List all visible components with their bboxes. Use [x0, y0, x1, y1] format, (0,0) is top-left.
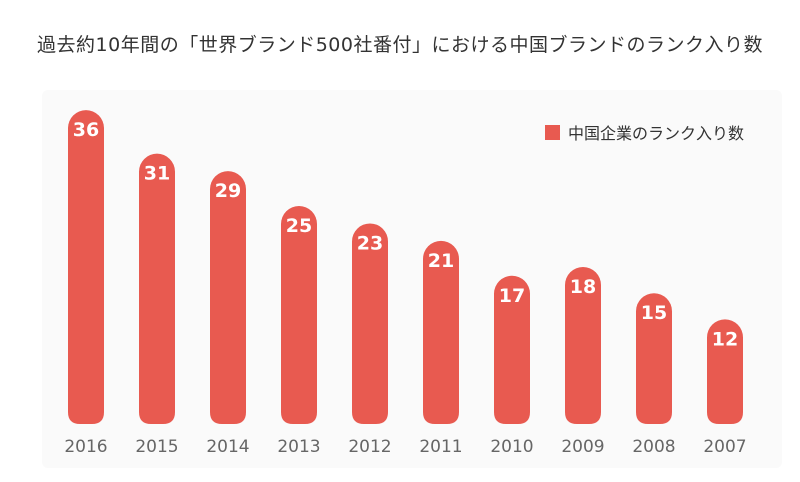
bar-2011: [423, 240, 459, 424]
bar-2010: [494, 275, 530, 424]
value-label-2015: 31: [144, 163, 170, 185]
x-tick-label-2009: 2009: [561, 437, 604, 457]
x-tick-label-2013: 2013: [277, 437, 320, 457]
chart-title: 過去約10年間の「世界ブランド500社番付」における中国ブランドのランク入り数: [37, 34, 763, 56]
bar-2016: [68, 110, 104, 424]
value-label-2014: 29: [215, 180, 241, 202]
bar-2007: [707, 319, 743, 424]
bar-2009: [565, 267, 601, 424]
value-label-2016: 36: [73, 119, 99, 141]
value-label-2009: 18: [570, 276, 596, 298]
value-label-2010: 17: [499, 285, 525, 307]
bar-2015: [139, 153, 175, 425]
legend-label: 中国企業のランク入り数: [568, 124, 745, 143]
x-tick-label-2014: 2014: [206, 437, 249, 457]
x-tick-label-2011: 2011: [419, 437, 462, 457]
x-tick-label-2010: 2010: [490, 437, 533, 457]
bar-2012: [352, 223, 388, 424]
x-tick-label-2008: 2008: [632, 437, 675, 457]
value-label-2008: 15: [641, 302, 667, 324]
bar-2008: [636, 293, 672, 424]
legend-swatch: [545, 124, 560, 140]
x-tick-label-2007: 2007: [703, 437, 746, 457]
value-label-2012: 23: [357, 232, 383, 254]
x-tick-label-2015: 2015: [135, 437, 178, 457]
x-tick-label-2016: 2016: [64, 437, 107, 457]
bar-2014: [210, 171, 246, 424]
value-label-2011: 21: [428, 250, 454, 272]
legend: 中国企業のランク入り数: [545, 120, 744, 144]
bar-2013: [281, 206, 317, 424]
x-tick-label-2012: 2012: [348, 437, 391, 457]
value-label-2013: 25: [286, 215, 312, 237]
value-label-2007: 12: [712, 328, 738, 350]
